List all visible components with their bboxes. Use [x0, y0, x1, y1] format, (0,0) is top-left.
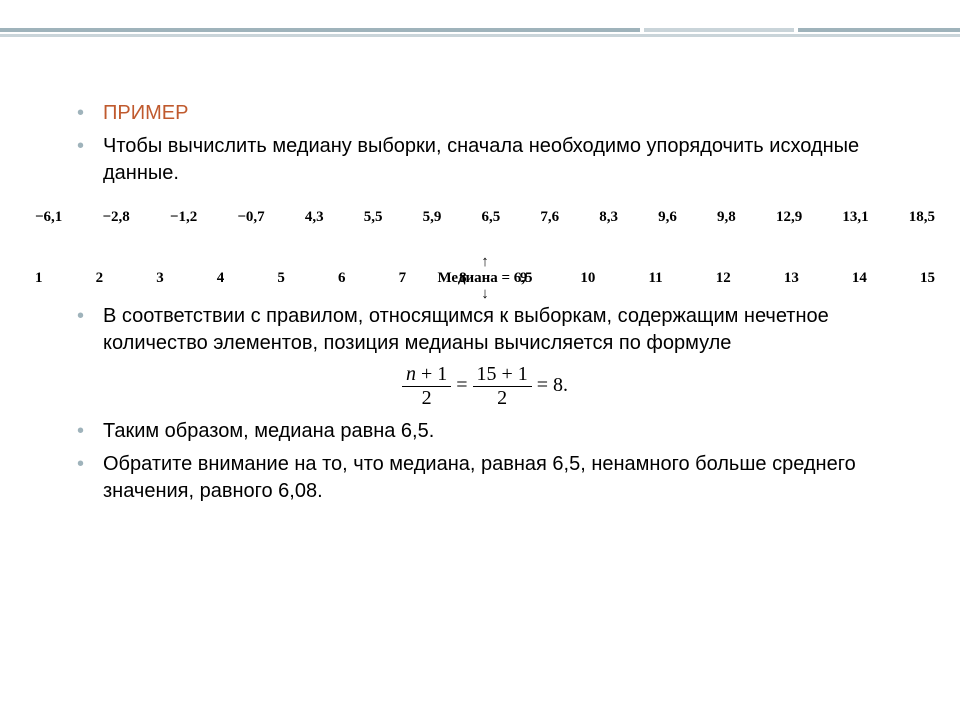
- formula-result: = 8.: [537, 374, 568, 396]
- bullet-list-3: Таким образом, медиана равна 6,5. Обрати…: [75, 418, 895, 505]
- v1: −6,1: [35, 209, 62, 226]
- value-row: −6,1 −2,8 −1,2 −0,7 4,3 5,5 5,9 6,5 7,6 …: [35, 209, 935, 226]
- v7: 5,9: [423, 209, 442, 226]
- top-rule-seg1: [0, 28, 640, 32]
- frac1-num: n + 1: [402, 363, 451, 387]
- bullet-rule: В соответствии с правилом, относящимся к…: [75, 303, 895, 357]
- v5: 4,3: [305, 209, 324, 226]
- v11: 9,6: [658, 209, 677, 226]
- v3: −1,2: [170, 209, 197, 226]
- frac2-num: 15 + 1: [473, 363, 532, 387]
- arrow-down-icon: ↓: [35, 287, 935, 302]
- v12: 9,8: [717, 209, 736, 226]
- median-diagram: −6,1 −2,8 −1,2 −0,7 4,3 5,5 5,9 6,5 7,6 …: [35, 209, 935, 287]
- bullet-list-2: В соответствии с правилом, относящимся к…: [75, 303, 895, 357]
- bullet-intro: Чтобы вычислить медиану выборки, сначала…: [75, 133, 895, 187]
- frac-1: n + 1 2: [402, 363, 451, 410]
- eq1: =: [456, 374, 472, 396]
- v2: −2,8: [102, 209, 129, 226]
- v8: 6,5: [481, 209, 500, 226]
- top-rule-seg3: [798, 28, 960, 32]
- v15: 18,5: [909, 209, 935, 226]
- median-label-block: ↑ Медиана = 6,5 ↓: [35, 255, 935, 302]
- v4: −0,7: [237, 209, 264, 226]
- v6: 5,5: [364, 209, 383, 226]
- v14: 13,1: [842, 209, 868, 226]
- bullet-result: Таким образом, медиана равна 6,5.: [75, 418, 895, 445]
- frac-2: 15 + 1 2: [473, 363, 532, 410]
- var-n: n: [406, 363, 416, 385]
- bullet-list: ПРИМЕР Чтобы вычислить медиану выборки, …: [75, 100, 895, 187]
- arrow-up-icon: ↑: [35, 255, 935, 270]
- frac1-den: 2: [402, 387, 451, 410]
- median-label: Медиана = 6,5: [35, 270, 935, 287]
- v9: 7,6: [540, 209, 559, 226]
- top-rule-shadow: [0, 34, 960, 37]
- v13: 12,9: [776, 209, 802, 226]
- v10: 8,3: [599, 209, 618, 226]
- bullet-example-text: ПРИМЕР: [103, 102, 188, 124]
- position-formula: n + 1 2 = 15 + 1 2 = 8.: [75, 363, 895, 410]
- bullet-note: Обратите внимание на то, что медиана, ра…: [75, 451, 895, 505]
- frac2-den: 2: [473, 387, 532, 410]
- bullet-example: ПРИМЕР: [75, 100, 895, 127]
- slide-content: ПРИМЕР Чтобы вычислить медиану выборки, …: [75, 100, 895, 511]
- top-rule-seg2: [644, 28, 794, 32]
